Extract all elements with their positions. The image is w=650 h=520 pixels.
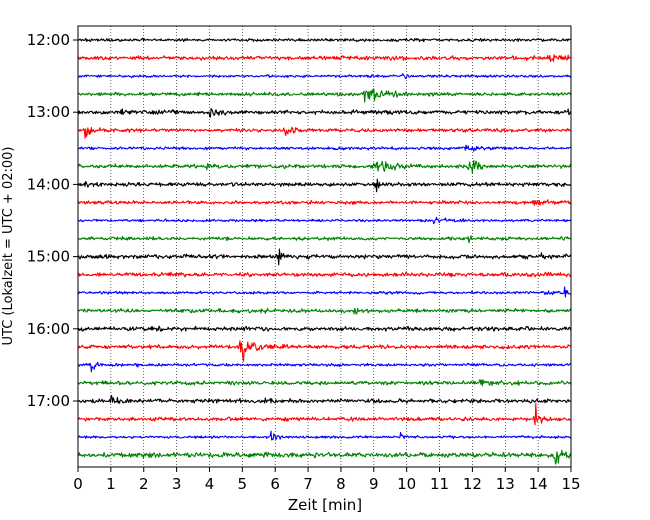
trace-1530 — [77, 286, 572, 298]
trace-1300 — [77, 108, 572, 118]
x-tick-label: 10 — [397, 475, 416, 493]
trace-1315 — [77, 126, 572, 139]
trace-1245 — [77, 88, 572, 103]
y-tick-label: 14:00 — [27, 175, 70, 193]
plot-frame — [77, 25, 572, 468]
y-tick-label: 16:00 — [27, 320, 70, 338]
trace-1615 — [77, 340, 572, 362]
trace-1400 — [77, 178, 572, 193]
x-tick-label: 14 — [529, 475, 548, 493]
trace-1745 — [77, 449, 572, 465]
trace-1630 — [77, 361, 572, 373]
trace-1200 — [77, 37, 572, 43]
y-tick-label: 13:00 — [27, 103, 70, 121]
trace-1715 — [77, 402, 572, 426]
x-tick-label: 3 — [172, 475, 182, 493]
x-tick-label: 5 — [238, 475, 248, 493]
trace-1515 — [77, 271, 572, 278]
trace-1600 — [77, 325, 572, 332]
x-tick-label: 2 — [139, 475, 149, 493]
x-tick-label: 1 — [106, 475, 116, 493]
trace-1215 — [77, 54, 572, 63]
trace-1230 — [77, 73, 572, 80]
x-tick-label: 0 — [73, 475, 83, 493]
traces — [77, 37, 572, 465]
trace-1545 — [77, 307, 572, 315]
x-axis-label: Zeit [min] — [288, 496, 362, 514]
x-tick-label: 4 — [205, 475, 215, 493]
x-tick-label: 11 — [430, 475, 449, 493]
x-tick-label: 6 — [270, 475, 280, 493]
x-tick-label: 7 — [303, 475, 313, 493]
trace-1345 — [77, 159, 572, 174]
trace-1330 — [77, 144, 572, 152]
x-tick-label: 9 — [369, 475, 379, 493]
trace-1430 — [77, 216, 572, 225]
y-tick-label: 15:00 — [27, 248, 70, 266]
x-tick-label: 8 — [336, 475, 346, 493]
trace-1415 — [77, 199, 572, 206]
trace-1445 — [77, 235, 572, 244]
x-tick-label: 13 — [496, 475, 515, 493]
trace-1730 — [77, 430, 572, 441]
trace-1500 — [77, 248, 572, 266]
trace-1700 — [77, 394, 572, 404]
y-tick-label: 17:00 — [27, 392, 70, 410]
x-tick-label: 15 — [561, 475, 580, 493]
x-ticks: 0 1 2 3 4 5 6 7 8 9 10 11 12 13 14 15 — [73, 467, 581, 493]
y-axis-label: UTC (Lokalzeit = UTC + 02:00) — [1, 147, 16, 346]
axes — [77, 25, 572, 468]
y-tick-label: 12:00 — [27, 31, 70, 49]
y-ticks: 12:00 13:00 14:00 15:00 16:00 17:00 — [27, 31, 78, 410]
x-tick-label: 12 — [463, 475, 482, 493]
trace-1645 — [77, 379, 572, 387]
